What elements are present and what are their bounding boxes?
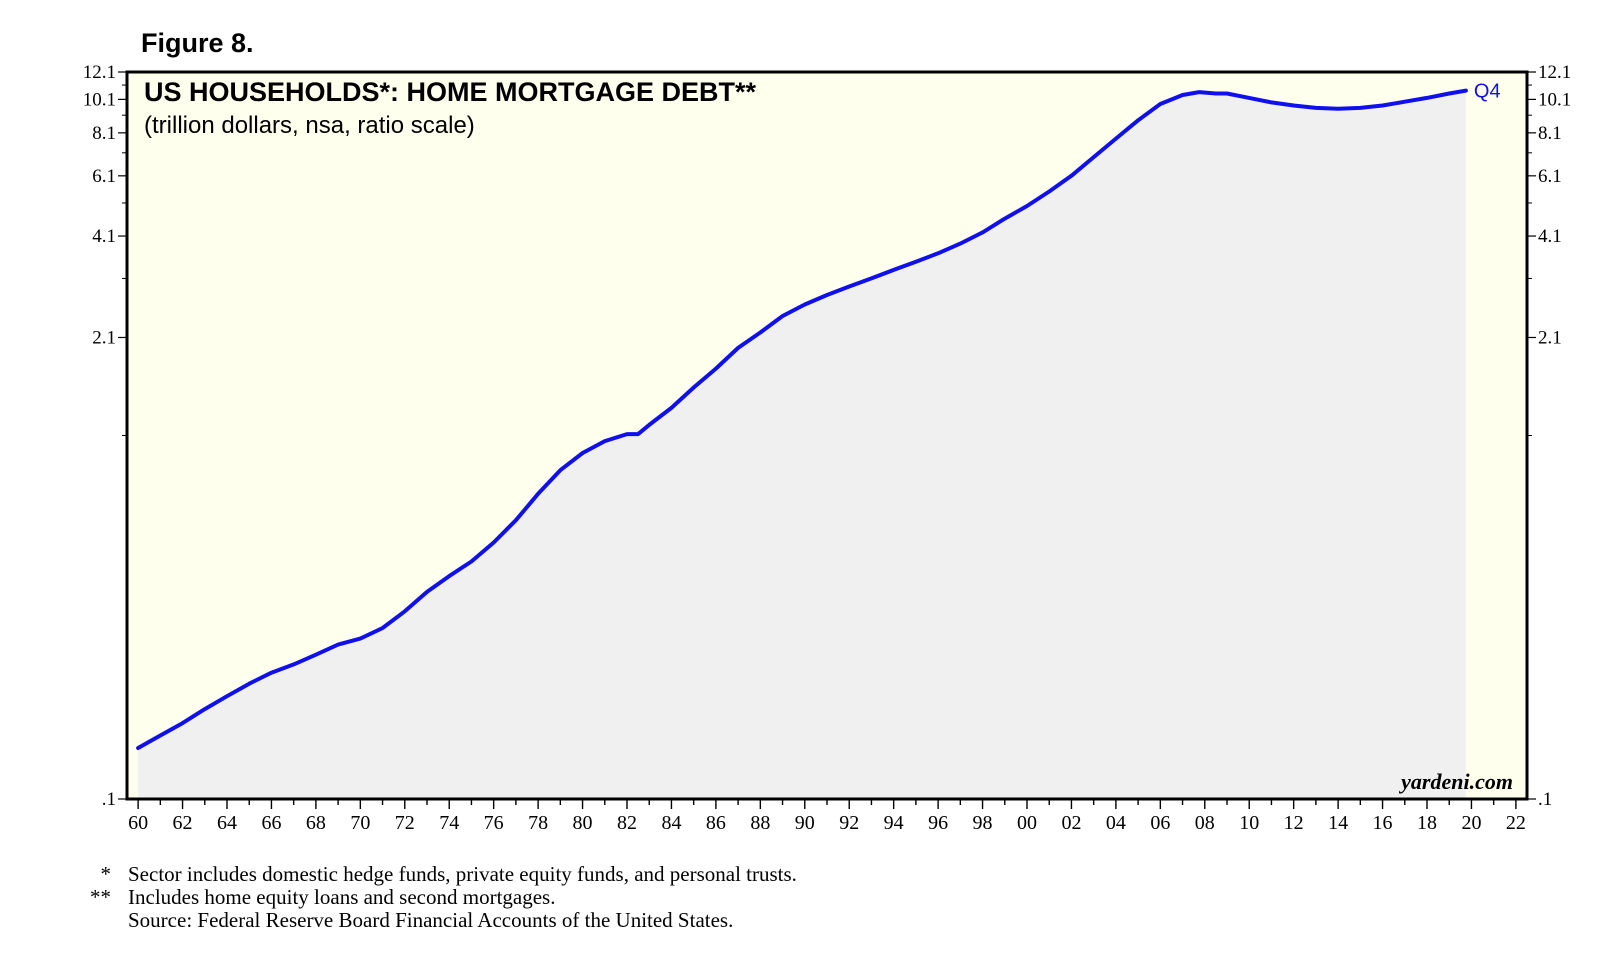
y-tick-label: 6.1 <box>92 166 116 187</box>
y-tick-label: 2.1 <box>1538 327 1562 348</box>
y-tick-label: .1 <box>1538 789 1552 810</box>
x-tick-label: 84 <box>661 812 681 834</box>
x-tick-label: 78 <box>528 812 548 834</box>
y-tick-label: 4.1 <box>92 226 116 247</box>
y-tick-label: 10.1 <box>1538 89 1571 110</box>
footnote-2-marker: ** <box>90 885 111 909</box>
x-tick-label: 90 <box>795 812 815 834</box>
x-tick-label: 70 <box>350 812 370 834</box>
x-tick-label: 18 <box>1417 812 1437 834</box>
series-line <box>136 88 1468 750</box>
y-axis-left: .1 2.1 4.1 6.1 8.1 10.1 12.1 <box>83 62 127 810</box>
x-tick-label: 96 <box>928 812 948 834</box>
chart-subtitle: (trillion dollars, nsa, ratio scale) <box>144 112 475 139</box>
footnote-2-text: Includes home equity loans and second mo… <box>128 885 555 909</box>
y-tick-label: 2.1 <box>92 327 116 348</box>
x-tick-label: 06 <box>1150 812 1170 834</box>
x-tick-label: 74 <box>439 812 459 834</box>
x-tick-label: 14 <box>1328 812 1348 834</box>
y-tick-label: 8.1 <box>1538 123 1562 144</box>
x-tick-label: 60 <box>128 812 148 834</box>
y-tick-label: 12.1 <box>83 62 116 83</box>
x-tick-label: 02 <box>1061 812 1081 834</box>
footnote-1-text: Sector includes domestic hedge funds, pr… <box>128 862 797 886</box>
y-tick-label: 10.1 <box>83 89 116 110</box>
x-tick-label: 66 <box>261 812 281 834</box>
x-tick-label: 16 <box>1373 812 1393 834</box>
x-tick-label: 72 <box>395 812 415 834</box>
x-tick-label: 62 <box>173 812 193 834</box>
x-tick-label: 80 <box>573 812 593 834</box>
figure-label: Figure 8. <box>141 28 254 58</box>
x-axis: 60 62 64 66 68 70 72 74 76 78 80 82 84 86 88 90 92 94 96 98… <box>128 799 1526 834</box>
watermark: yardeni.com <box>1398 769 1513 794</box>
chart-title: US HOUSEHOLDS*: HOME MORTGAGE DEBT** <box>144 77 757 107</box>
y-tick-label: 4.1 <box>1538 226 1562 247</box>
x-tick-label: 12 <box>1284 812 1304 834</box>
x-tick-label: 10 <box>1239 812 1259 834</box>
x-tick-label: 00 <box>1017 812 1037 834</box>
x-tick-label: 92 <box>839 812 859 834</box>
x-tick-label: 94 <box>884 812 904 834</box>
y-tick-label: 6.1 <box>1538 166 1562 187</box>
x-tick-label: 20 <box>1461 812 1481 834</box>
y-tick-label: 12.1 <box>1538 62 1571 83</box>
y-tick-label: .1 <box>102 789 116 810</box>
x-tick-label: 76 <box>484 812 504 834</box>
x-tick-label: 82 <box>617 812 637 834</box>
x-tick-label: 68 <box>306 812 326 834</box>
area-fill <box>138 90 1466 800</box>
y-tick-label: 8.1 <box>92 123 116 144</box>
footnote-1-marker: * <box>101 862 112 886</box>
x-tick-label: 88 <box>750 812 770 834</box>
x-tick-label: 98 <box>973 812 993 834</box>
last-value-label: Q4 <box>1474 81 1501 103</box>
x-tick-label: 04 <box>1106 812 1126 834</box>
x-tick-label: 22 <box>1506 812 1526 834</box>
y-axis-right: .1 2.1 4.1 6.1 8.1 10.1 12.1 <box>1527 62 1571 810</box>
x-tick-label: 64 <box>217 812 237 834</box>
x-tick-label: 86 <box>706 812 726 834</box>
source-note: Source: Federal Reserve Board Financial … <box>128 908 733 932</box>
x-tick-label: 08 <box>1195 812 1215 834</box>
